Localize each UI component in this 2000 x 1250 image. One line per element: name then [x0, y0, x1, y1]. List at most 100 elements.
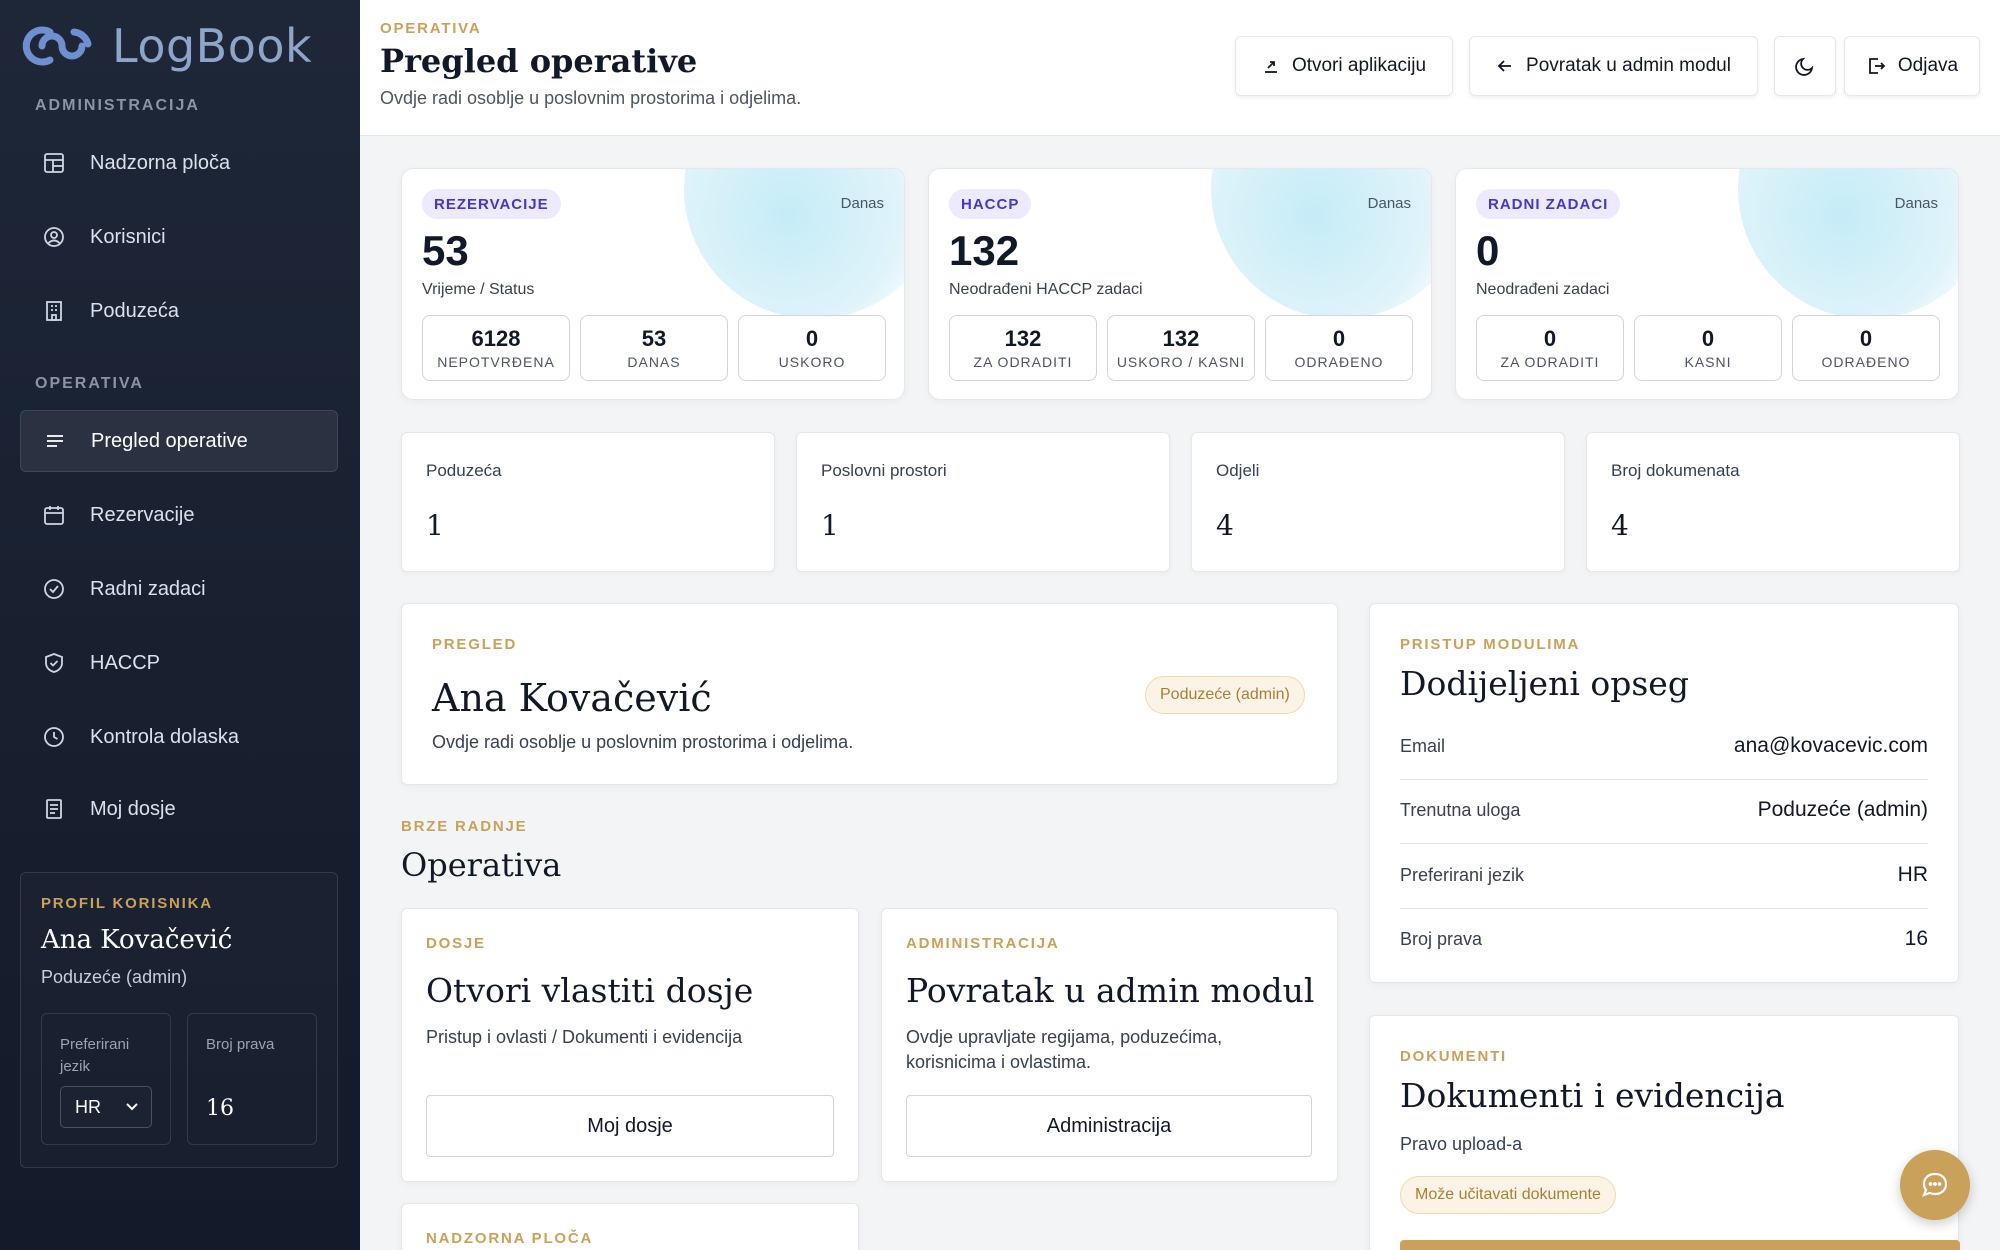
scope-row-role: Trenutna uloga Poduzeće (admin) — [1400, 780, 1928, 844]
language-select[interactable]: HR — [60, 1086, 152, 1128]
logout-button[interactable]: Odjava — [1844, 36, 1980, 96]
sidebar-item-label: Nadzorna ploča — [90, 151, 231, 174]
dossier-card: DOSJE Otvori vlastiti dosje Pristup i ov… — [401, 908, 859, 1182]
open-app-label: Otvori aplikaciju — [1291, 55, 1427, 76]
documents-action-bar[interactable] — [1400, 1240, 1960, 1250]
profile-name: Ana Kovačević — [41, 925, 233, 955]
profile-rights-box: Broj prava 16 — [187, 1013, 317, 1145]
stat-mini-box: 132 ZA ODRADITI — [949, 315, 1097, 381]
scope-title: Dodijeljeni opseg — [1400, 664, 1689, 703]
stat-mini-box: 0 ZA ODRADITI — [1476, 315, 1624, 381]
section-ops-label: OPERATIVA — [35, 375, 144, 392]
dashboard-kicker: NADZORNA PLOČA — [426, 1230, 594, 1247]
logo[interactable]: LogBook — [22, 18, 312, 74]
sidebar-item-reservations[interactable]: Rezervacije — [20, 484, 338, 546]
scope-key: Broj prava — [1400, 929, 1483, 949]
open-app-button[interactable]: Otvori aplikaciju — [1235, 36, 1453, 96]
stat-value: 0 — [1476, 227, 1500, 274]
calendar-icon — [40, 501, 68, 529]
overview-kicker: PREGLED — [432, 636, 518, 653]
mini-label: DANAS — [627, 354, 681, 370]
scope-key: Email — [1400, 736, 1446, 756]
scope-row-rights: Broj prava 16 — [1400, 909, 1928, 973]
stat-badge: RADNI ZADACI — [1476, 189, 1621, 219]
building-icon — [40, 297, 68, 325]
dossier-kicker: DOSJE — [426, 935, 486, 952]
share-up-icon — [1264, 61, 1277, 73]
count-value: 4 — [1216, 509, 1234, 542]
sidebar: LogBook ADMINISTRACIJA Nadzorna ploča Ko… — [0, 0, 360, 1250]
sidebar-item-my-dossier[interactable]: Moj dosje — [20, 778, 338, 840]
user-circle-icon — [40, 223, 68, 251]
sidebar-item-users[interactable]: Korisnici — [20, 206, 338, 268]
scope-row-email: Email ana@kovacevic.com — [1400, 716, 1928, 780]
stat-description: Neodrađeni zadaci — [1476, 281, 1610, 298]
mini-value: 132 — [1162, 326, 1200, 351]
back-to-admin-button[interactable]: Povratak u admin modul — [1469, 36, 1758, 96]
count-value: 4 — [1611, 509, 1629, 542]
administration-button[interactable]: Administracija — [906, 1095, 1312, 1157]
scope-key: Trenutna uloga — [1400, 800, 1521, 820]
chat-button[interactable] — [1900, 1150, 1970, 1220]
quick-actions-title: Operativa — [401, 846, 562, 884]
sidebar-item-arrivals[interactable]: Kontrola dolaska — [20, 706, 338, 768]
profile-language-box: Preferirani jezik HR — [41, 1013, 171, 1145]
quick-actions-kicker: BRZE RADNJE — [401, 818, 528, 835]
scope-kicker: PRISTUP MODULIMA — [1400, 636, 1581, 653]
dossier-text: Pristup i ovlasti / Dokumenti i evidenci… — [426, 1027, 743, 1047]
sidebar-item-companies[interactable]: Poduzeća — [20, 280, 338, 342]
stat-period: Danas — [1894, 195, 1938, 212]
logo-text: LogBook — [112, 19, 313, 73]
shield-check-icon — [40, 649, 68, 677]
stat-card-haccp[interactable]: HACCP Danas 132 Neodrađeni HACCP zadaci … — [928, 168, 1432, 400]
documents-kicker: DOKUMENTI — [1400, 1048, 1508, 1065]
logout-icon — [1868, 58, 1886, 74]
sidebar-item-haccp[interactable]: HACCP — [20, 632, 338, 694]
upload-permission-badge: Može učitavati dokumente — [1400, 1176, 1616, 1214]
count-card-documents: Broj dokumenata 4 — [1586, 432, 1960, 572]
mini-label: USKORO / KASNI — [1116, 354, 1246, 370]
scope-value: HR — [1897, 863, 1928, 886]
documents-panel: DOKUMENTI Dokumenti i evidencija Pravo u… — [1369, 1015, 1959, 1250]
sidebar-item-label: Kontrola dolaska — [90, 725, 239, 748]
documents-title: Dokumenti i evidencija — [1400, 1076, 1785, 1115]
page-header: OPERATIVA Pregled operative Ovdje radi o… — [360, 0, 2000, 136]
chevron-down-icon — [126, 1103, 138, 1111]
user-profile-card: PROFIL KORISNIKA Ana Kovačević Poduzeće … — [20, 872, 338, 1168]
mini-value: 132 — [1004, 326, 1042, 351]
overview-name: Ana Kovačević — [432, 676, 712, 720]
stat-card-reservations[interactable]: REZERVACIJE Danas 53 Vrijeme / Status 61… — [401, 168, 905, 400]
language-select-value: HR — [75, 1096, 101, 1117]
sidebar-item-label: Poduzeća — [90, 299, 179, 322]
mini-label: NEPOTVRĐENA — [437, 354, 555, 370]
admin-title: Povratak u admin modul — [906, 971, 1315, 1010]
sidebar-item-tasks[interactable]: Radni zadaci — [20, 558, 338, 620]
sidebar-item-ops-overview[interactable]: Pregled operative — [20, 410, 338, 472]
count-label: Poduzeća — [426, 461, 502, 480]
my-dossier-button[interactable]: Moj dosje — [426, 1095, 834, 1157]
mini-value: 0 — [1543, 326, 1557, 351]
scope-value: 16 — [1904, 927, 1928, 950]
stat-card-tasks[interactable]: RADNI ZADACI Danas 0 Neodrađeni zadaci 0… — [1455, 168, 1959, 400]
admin-card: ADMINISTRACIJA Povratak u admin modul Ov… — [881, 908, 1338, 1182]
count-label: Poslovni prostori — [821, 461, 947, 480]
sidebar-item-dashboard[interactable]: Nadzorna ploča — [20, 132, 338, 194]
mini-label: USKORO — [778, 354, 846, 370]
stat-description: Neodrađeni HACCP zadaci — [949, 281, 1143, 298]
scope-key: Preferirani jezik — [1400, 865, 1525, 885]
theme-toggle-button[interactable] — [1774, 36, 1836, 96]
count-card-departments: Odjeli 4 — [1191, 432, 1565, 572]
mini-value: 0 — [1701, 326, 1715, 351]
logout-label: Odjava — [1897, 55, 1959, 76]
scope-value: Poduzeće (admin) — [1757, 798, 1928, 821]
arrow-left-icon — [1497, 60, 1512, 72]
stat-mini-box: 6128 NEPOTVRĐENA — [422, 315, 570, 381]
overview-text: Ovdje radi osoblje u poslovnim prostorim… — [432, 732, 854, 752]
stat-badge: HACCP — [949, 189, 1032, 219]
stat-mini-box: 0 KASNI — [1634, 315, 1782, 381]
mini-value: 0 — [1859, 326, 1873, 351]
header-kicker: OPERATIVA — [380, 20, 482, 37]
profile-role: Poduzeće (admin) — [41, 967, 188, 987]
profile-label: PROFIL KORISNIKA — [41, 895, 213, 912]
stat-period: Danas — [840, 195, 884, 212]
